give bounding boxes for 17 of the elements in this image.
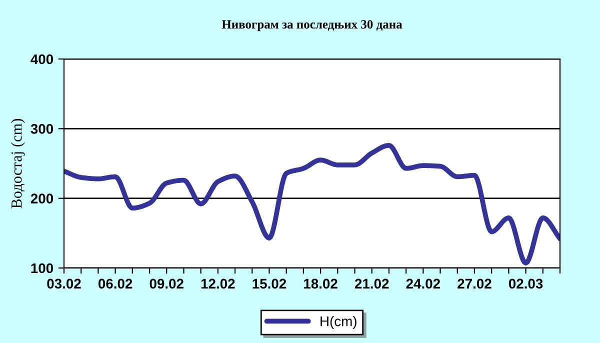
- x-tick-label: 18.02: [304, 278, 338, 289]
- x-tick-label: 27.02: [458, 278, 492, 289]
- y-tick-label: 300: [30, 124, 54, 134]
- y-tick-label: 100: [31, 263, 54, 274]
- x-tick-label: 06.02: [98, 278, 132, 289]
- x-tick-label: 12.02: [201, 278, 235, 289]
- x-tick-label: 03.02: [47, 278, 81, 289]
- y-tick-label: 200: [30, 194, 54, 204]
- x-tick-label: 02.03: [508, 278, 543, 289]
- x-tick-label: 09.02: [150, 278, 184, 289]
- x-tick-label: 24.02: [406, 278, 440, 289]
- y-axis-title: Водостај (cm): [11, 118, 25, 208]
- x-tick-label: 15.02: [252, 278, 286, 289]
- legend-label: H(cm): [320, 316, 356, 329]
- chart-title: Нивограм за последњих 30 дана: [222, 20, 402, 32]
- y-tick-label: 400: [30, 54, 54, 64]
- x-tick-label: 21.02: [354, 278, 389, 289]
